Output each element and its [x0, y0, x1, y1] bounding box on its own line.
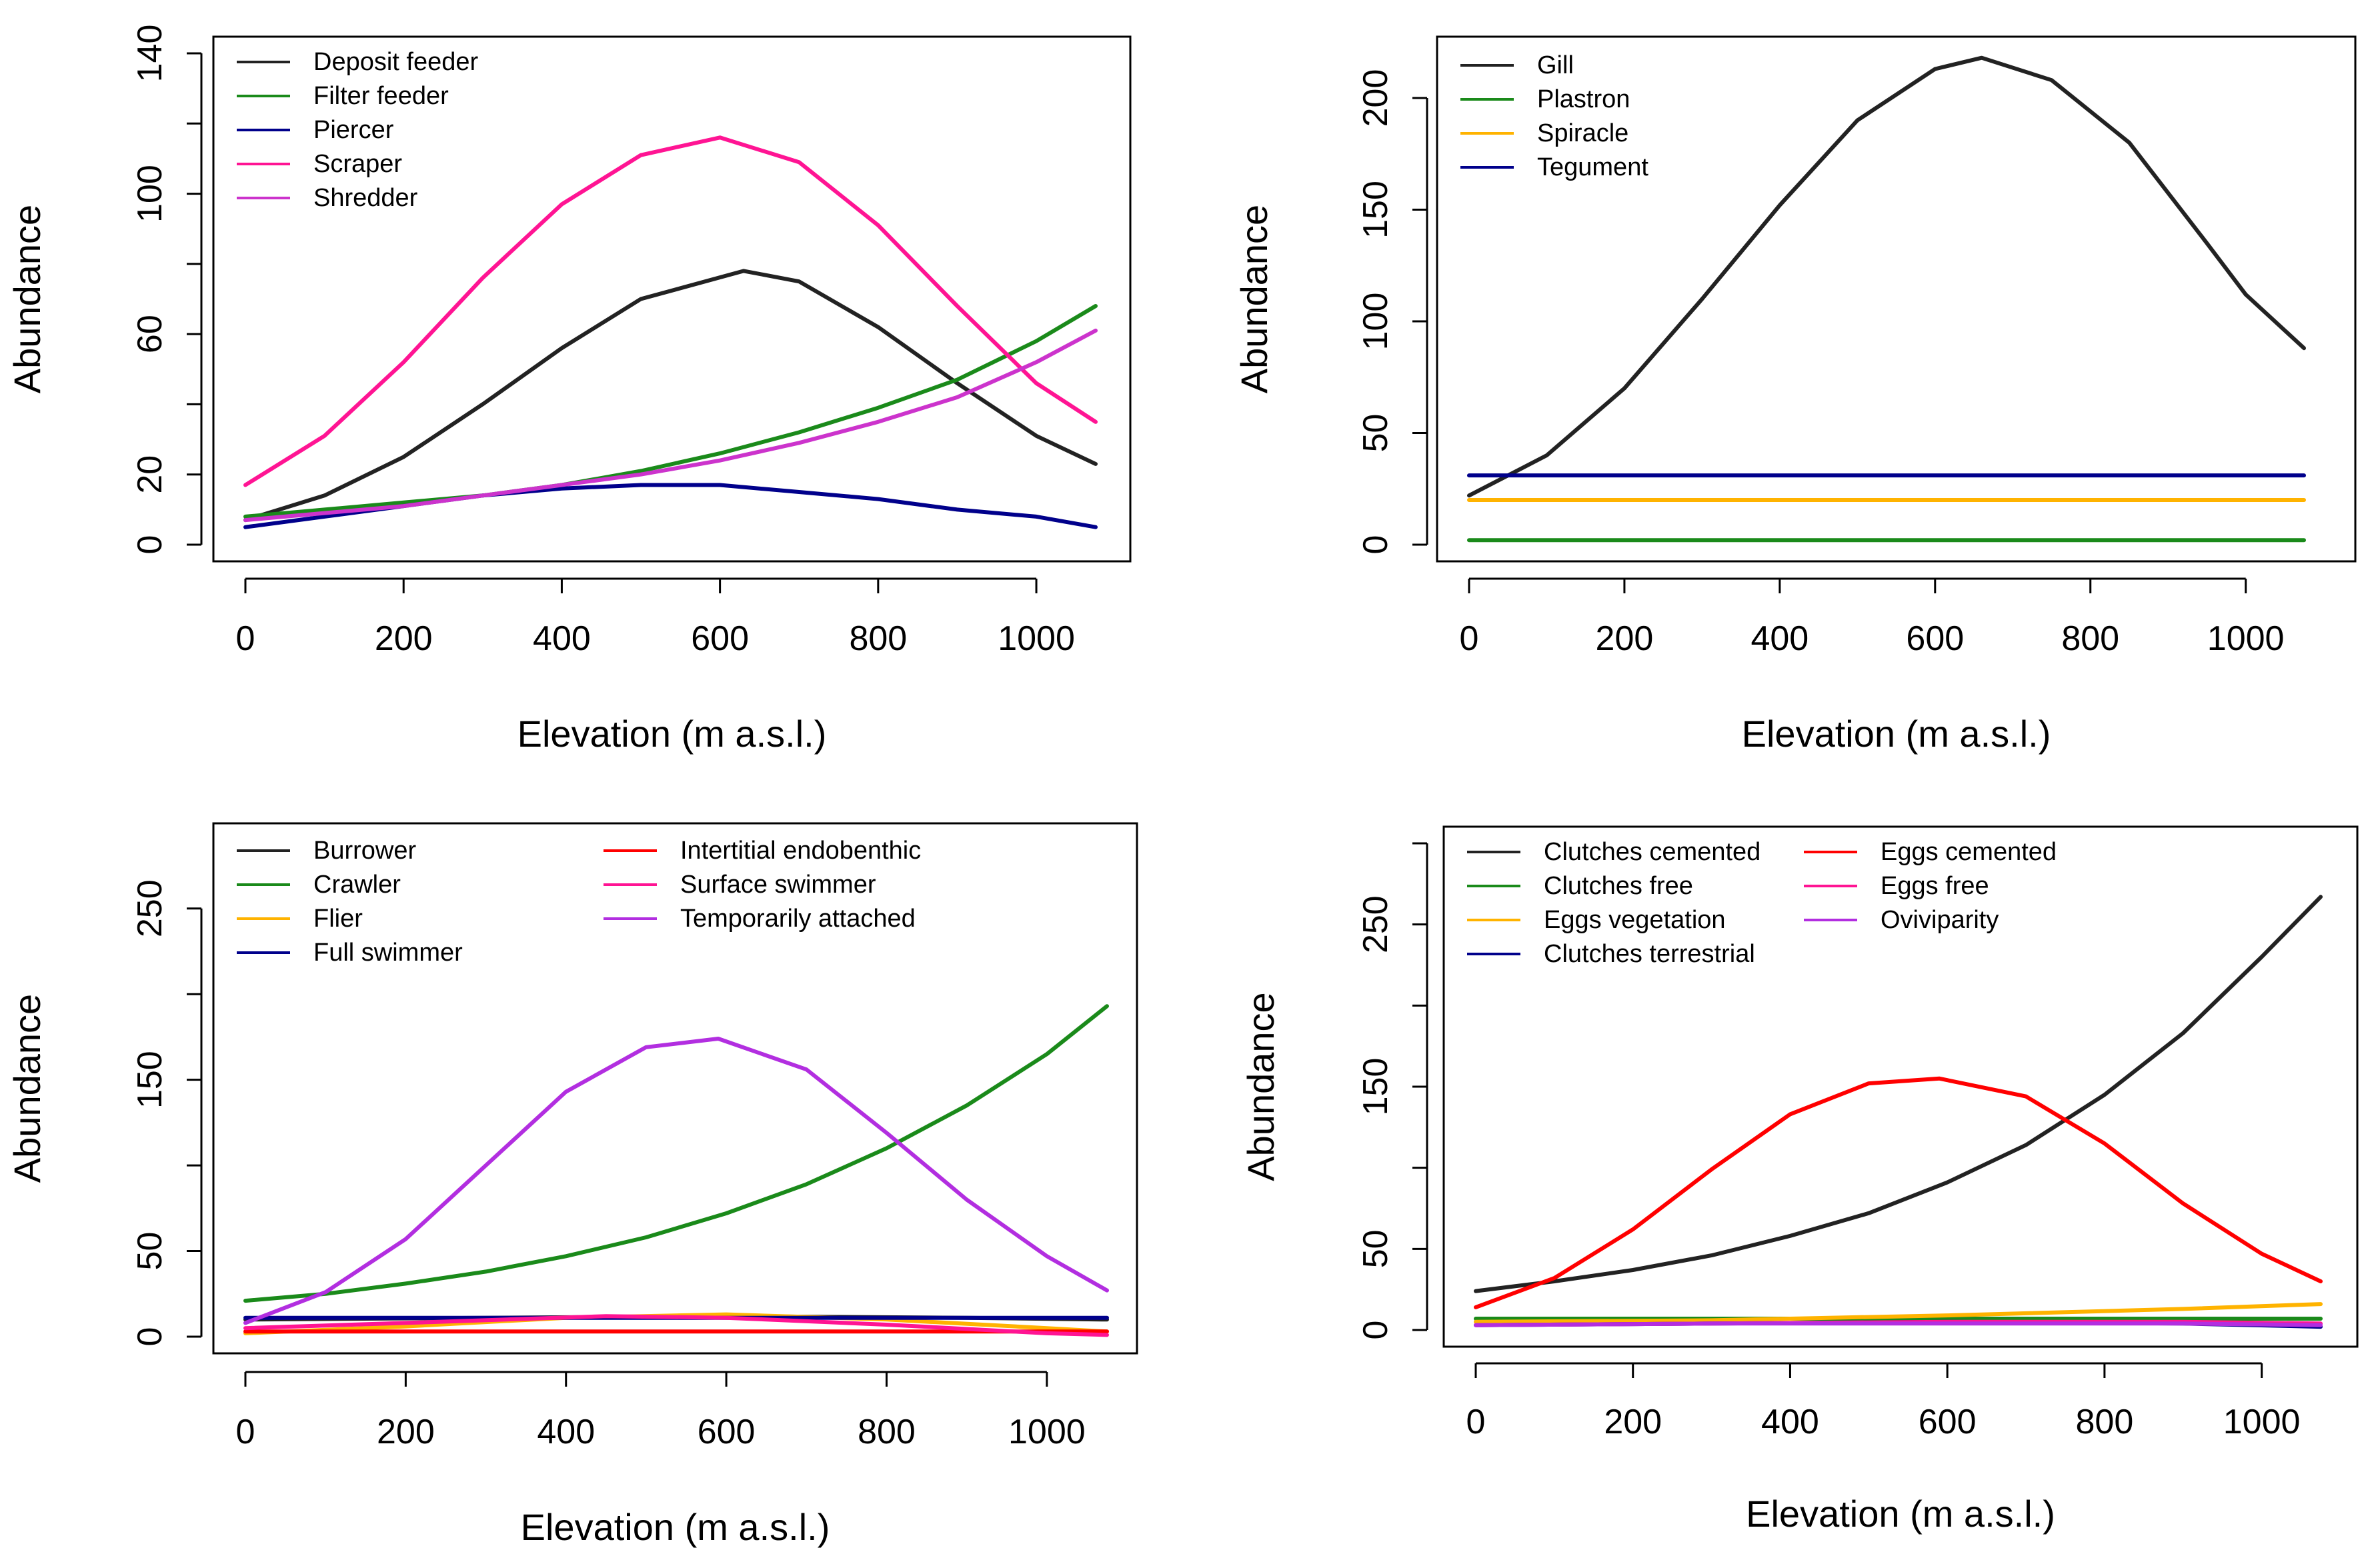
legend-label: Plastron [1537, 85, 1630, 113]
x-tick-label: 800 [849, 619, 907, 658]
x-tick-label: 1000 [1008, 1413, 1086, 1451]
series-line-crawler [243, 1004, 1109, 1303]
y-tick-label: 150 [1356, 1058, 1395, 1116]
y-tick-label: 50 [131, 1232, 169, 1271]
x-axis-title: Elevation (m a.s.l.) [521, 1506, 830, 1548]
series-line-gill [1467, 55, 2306, 498]
x-tick-label: 200 [1604, 1403, 1662, 1441]
series-line-eggs-vegetation [1474, 1302, 2323, 1324]
plot-frame [212, 822, 1138, 1355]
y-tick-label: 50 [1356, 1229, 1395, 1268]
x-tick-label: 400 [537, 1413, 595, 1451]
y-axis-title: Abundance [6, 205, 48, 393]
y-tick-label: 20 [131, 455, 169, 494]
x-tick-label: 400 [533, 619, 591, 658]
x-tick-label: 600 [1906, 619, 1964, 658]
legend: Burrower Crawler Flier Full swimmer Intertit… [237, 837, 921, 967]
legend-label: Oviviparity [1881, 906, 1999, 934]
plot-frame [212, 35, 1132, 563]
chart-panel-3: 0 200 400 600 800 1000 0 50 150 250 Elevation (m a… [6, 822, 1138, 1548]
legend-label: Eggs cemented [1881, 838, 2057, 866]
legend-label: Flier [313, 905, 363, 933]
legend-label: Clutches terrestrial [1544, 940, 1755, 968]
y-tick-label: 50 [1356, 414, 1395, 453]
x-tick-label: 600 [698, 1413, 756, 1451]
legend-label: Burrower [313, 837, 416, 865]
x-tick-label: 600 [691, 619, 749, 658]
legend-label: Eggs vegetation [1544, 906, 1726, 934]
x-tick-label: 0 [236, 619, 255, 658]
legend-label: Scraper [313, 150, 402, 178]
legend-label: Full swimmer [313, 939, 463, 967]
y-tick-label: 100 [131, 165, 169, 223]
legend-label: Eggs free [1881, 872, 1989, 900]
legend-label: Clutches cemented [1544, 838, 1760, 866]
chart-panel-4: 0 200 400 600 800 1000 0 50 150 250 Elevation (m a… [1240, 825, 2359, 1535]
x-tick-label: 600 [1919, 1403, 1977, 1441]
y-tick-label: 0 [1356, 535, 1395, 555]
series-line-flier [243, 1312, 1109, 1335]
legend: Clutches cemented Clutches free Eggs veget… [1467, 838, 2057, 968]
y-tick-label: 250 [131, 879, 169, 937]
plot-frame [1442, 825, 2359, 1348]
x-axis-title: Elevation (m a.s.l.) [1742, 713, 2051, 755]
y-tick-label: 0 [131, 1327, 169, 1347]
x-tick-label: 800 [2061, 619, 2119, 658]
x-axis-title: Elevation (m a.s.l.) [517, 713, 827, 755]
y-tick-label: 200 [1356, 69, 1395, 127]
y-tick-label: 100 [1356, 293, 1395, 351]
x-tick-label: 200 [377, 1413, 435, 1451]
x-tick-label: 0 [236, 1413, 255, 1451]
series-line-temporarily-attached [243, 1037, 1109, 1325]
chart-panel-1: 0 200 400 600 800 1000 0 20 60 100 140 Elevation (m… [6, 25, 1132, 755]
plot-frame [1436, 35, 2357, 563]
chart-panel-2: 0 200 400 600 800 1000 0 50 100 150 200 Elevation (… [1233, 35, 2357, 755]
legend-label: Filter feeder [313, 82, 449, 110]
series-line-eggs-cemented [1474, 1076, 2323, 1309]
y-tick-label: 0 [131, 535, 169, 555]
x-tick-label: 400 [1750, 619, 1809, 658]
y-axis-title: Abundance [1240, 992, 1282, 1181]
legend-label: Piercer [313, 116, 394, 144]
x-tick-label: 200 [1596, 619, 1654, 658]
series-line-filter-feeder [243, 304, 1098, 519]
legend-label: Spiracle [1537, 119, 1628, 147]
x-tick-label: 1000 [2207, 619, 2285, 658]
series-line-deposit-feeder [243, 269, 1098, 523]
y-axis-title: Abundance [6, 994, 48, 1183]
series-line-oviviparity [1474, 1321, 2323, 1327]
series-line-scraper [243, 135, 1098, 487]
x-axis-title: Elevation (m a.s.l.) [1746, 1493, 2055, 1535]
x-tick-label: 400 [1761, 1403, 1819, 1441]
x-tick-label: 200 [375, 619, 433, 658]
legend-label: Surface swimmer [680, 871, 876, 899]
series-line-surface-swimmer [243, 1314, 1109, 1337]
y-tick-label: 60 [131, 315, 169, 353]
legend-label: Crawler [313, 871, 401, 899]
y-tick-label: 150 [1356, 181, 1395, 239]
legend: Gill Plastron Spiracle Tegument [1460, 51, 1648, 181]
legend: Deposit feeder Filter feeder Piercer Scrape… [237, 48, 478, 212]
legend-label: Deposit feeder [313, 48, 478, 76]
legend-label: Temporarily attached [680, 905, 916, 933]
y-tick-label: 150 [131, 1051, 169, 1109]
x-tick-label: 0 [1460, 619, 1479, 658]
y-tick-label: 140 [131, 25, 169, 83]
y-tick-label: 250 [1356, 895, 1395, 953]
legend-label: Shredder [313, 184, 418, 212]
x-tick-label: 1000 [2223, 1403, 2301, 1441]
x-tick-label: 800 [858, 1413, 916, 1451]
legend-label: Gill [1537, 51, 1574, 79]
x-tick-label: 0 [1466, 1403, 1486, 1441]
legend-label: Tegument [1537, 153, 1648, 181]
series-line-shredder [243, 328, 1098, 523]
series-line-clutches-cemented [1474, 895, 2323, 1293]
x-tick-label: 1000 [998, 619, 1075, 658]
legend-label: Intertitial endobenthic [680, 837, 921, 865]
y-axis-title: Abundance [1233, 205, 1275, 393]
x-tick-label: 800 [2076, 1403, 2134, 1441]
y-tick-label: 0 [1356, 1321, 1395, 1340]
legend-label: Clutches free [1544, 872, 1693, 900]
